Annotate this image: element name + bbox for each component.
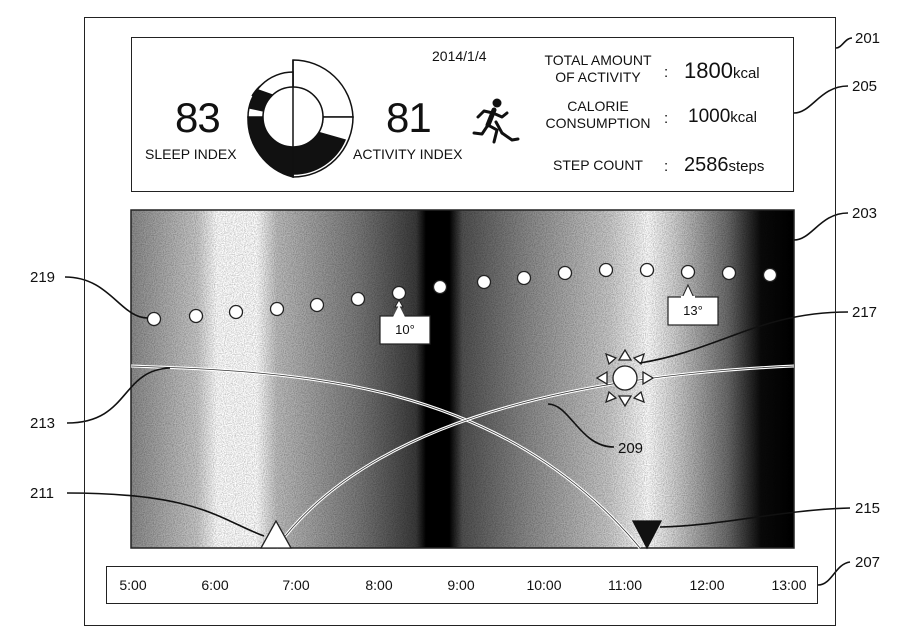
ref-numeral-205: 205	[852, 78, 877, 95]
time-label: 11:00	[600, 577, 650, 593]
ref-numeral-211: 211	[30, 485, 54, 502]
step-count-colon: :	[664, 158, 668, 175]
calorie-consumption-label-line1: CALORIE	[536, 98, 660, 115]
activity-index-label: ACTIVITY INDEX	[353, 146, 462, 162]
step-count-unit: steps	[729, 158, 765, 175]
date-label: 2014/1/4	[432, 48, 487, 64]
time-label: 8:00	[354, 577, 404, 593]
total-activity-unit: kcal	[733, 65, 760, 82]
sleep-index-value: 83	[175, 94, 220, 142]
calorie-consumption-number: 1000	[688, 106, 730, 127]
calorie-consumption-label-line2: CONSUMPTION	[536, 115, 660, 132]
time-label: 9:00	[436, 577, 486, 593]
ref-numeral-201: 201	[855, 30, 880, 47]
ref-numeral-203: 203	[852, 205, 877, 222]
ref-numeral-219: 219	[30, 269, 55, 286]
total-activity-value: 1800kcal	[684, 58, 760, 84]
time-label: 6:00	[190, 577, 240, 593]
calorie-consumption-label: CALORIE CONSUMPTION	[536, 98, 660, 132]
calorie-consumption-value: 1000kcal	[688, 106, 757, 128]
time-label: 10:00	[519, 577, 569, 593]
total-activity-label-line1: TOTAL AMOUNT	[536, 52, 660, 69]
total-activity-colon: :	[664, 64, 668, 81]
step-count-label: STEP COUNT	[546, 157, 650, 174]
total-activity-label-line2: OF ACTIVITY	[536, 69, 660, 86]
total-activity-label: TOTAL AMOUNT OF ACTIVITY	[536, 52, 660, 86]
time-label: 7:00	[271, 577, 321, 593]
ref-numeral-207: 207	[855, 554, 880, 571]
time-label: 5:00	[108, 577, 158, 593]
ref-numeral-213: 213	[30, 415, 55, 432]
total-activity-number: 1800	[684, 58, 733, 83]
step-count-number: 2586	[684, 154, 729, 176]
ref-numeral-209: 209	[618, 440, 643, 457]
time-label: 13:00	[764, 577, 814, 593]
ref-numeral-215: 215	[855, 500, 880, 517]
time-label: 12:00	[682, 577, 732, 593]
calorie-consumption-colon: :	[664, 110, 668, 127]
temperature-label-right: 13°	[668, 303, 718, 318]
sleep-index-label: SLEEP INDEX	[145, 146, 237, 162]
leader-201	[836, 38, 852, 48]
step-count-value: 2586steps	[684, 154, 764, 177]
ref-numeral-217: 217	[852, 304, 877, 321]
activity-index-value: 81	[386, 94, 431, 142]
temperature-label-left: 10°	[380, 322, 430, 337]
calorie-consumption-unit: kcal	[730, 109, 757, 126]
